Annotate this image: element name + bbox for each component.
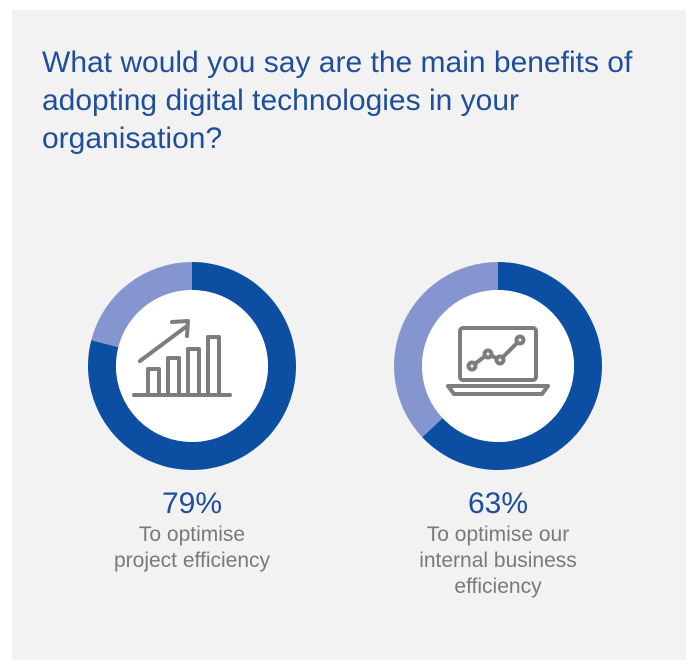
data-label-line: To optimise bbox=[138, 523, 246, 546]
donut-svg bbox=[88, 262, 296, 470]
caption-project-efficiency: 79% To optimise project efficiency bbox=[72, 486, 312, 574]
bar-chart-arrow-icon bbox=[132, 319, 232, 397]
donut-svg bbox=[394, 262, 602, 470]
data-label-value: 79% bbox=[161, 487, 223, 520]
data-label-line: internal business bbox=[419, 549, 577, 572]
donut-chart-internal-business-efficiency bbox=[390, 258, 606, 474]
donut-hole bbox=[116, 290, 268, 442]
caption-internal-business-efficiency: 63% To optimise our internal business ef… bbox=[378, 486, 618, 600]
donut-chart-project-efficiency bbox=[84, 258, 300, 474]
data-label-line: project efficiency bbox=[113, 549, 271, 572]
page-title: What would you say are the main benefits… bbox=[42, 46, 633, 155]
donut-slice-remainder bbox=[394, 262, 498, 438]
data-label-line: efficiency bbox=[454, 575, 542, 598]
donut-slice-remainder bbox=[91, 262, 192, 348]
data-label-value: 63% bbox=[467, 487, 529, 520]
donut-hole bbox=[422, 290, 574, 442]
laptop-line-chart-icon bbox=[446, 326, 550, 396]
donut-slice-value bbox=[422, 262, 602, 470]
data-label-line: To optimise our bbox=[426, 523, 570, 546]
